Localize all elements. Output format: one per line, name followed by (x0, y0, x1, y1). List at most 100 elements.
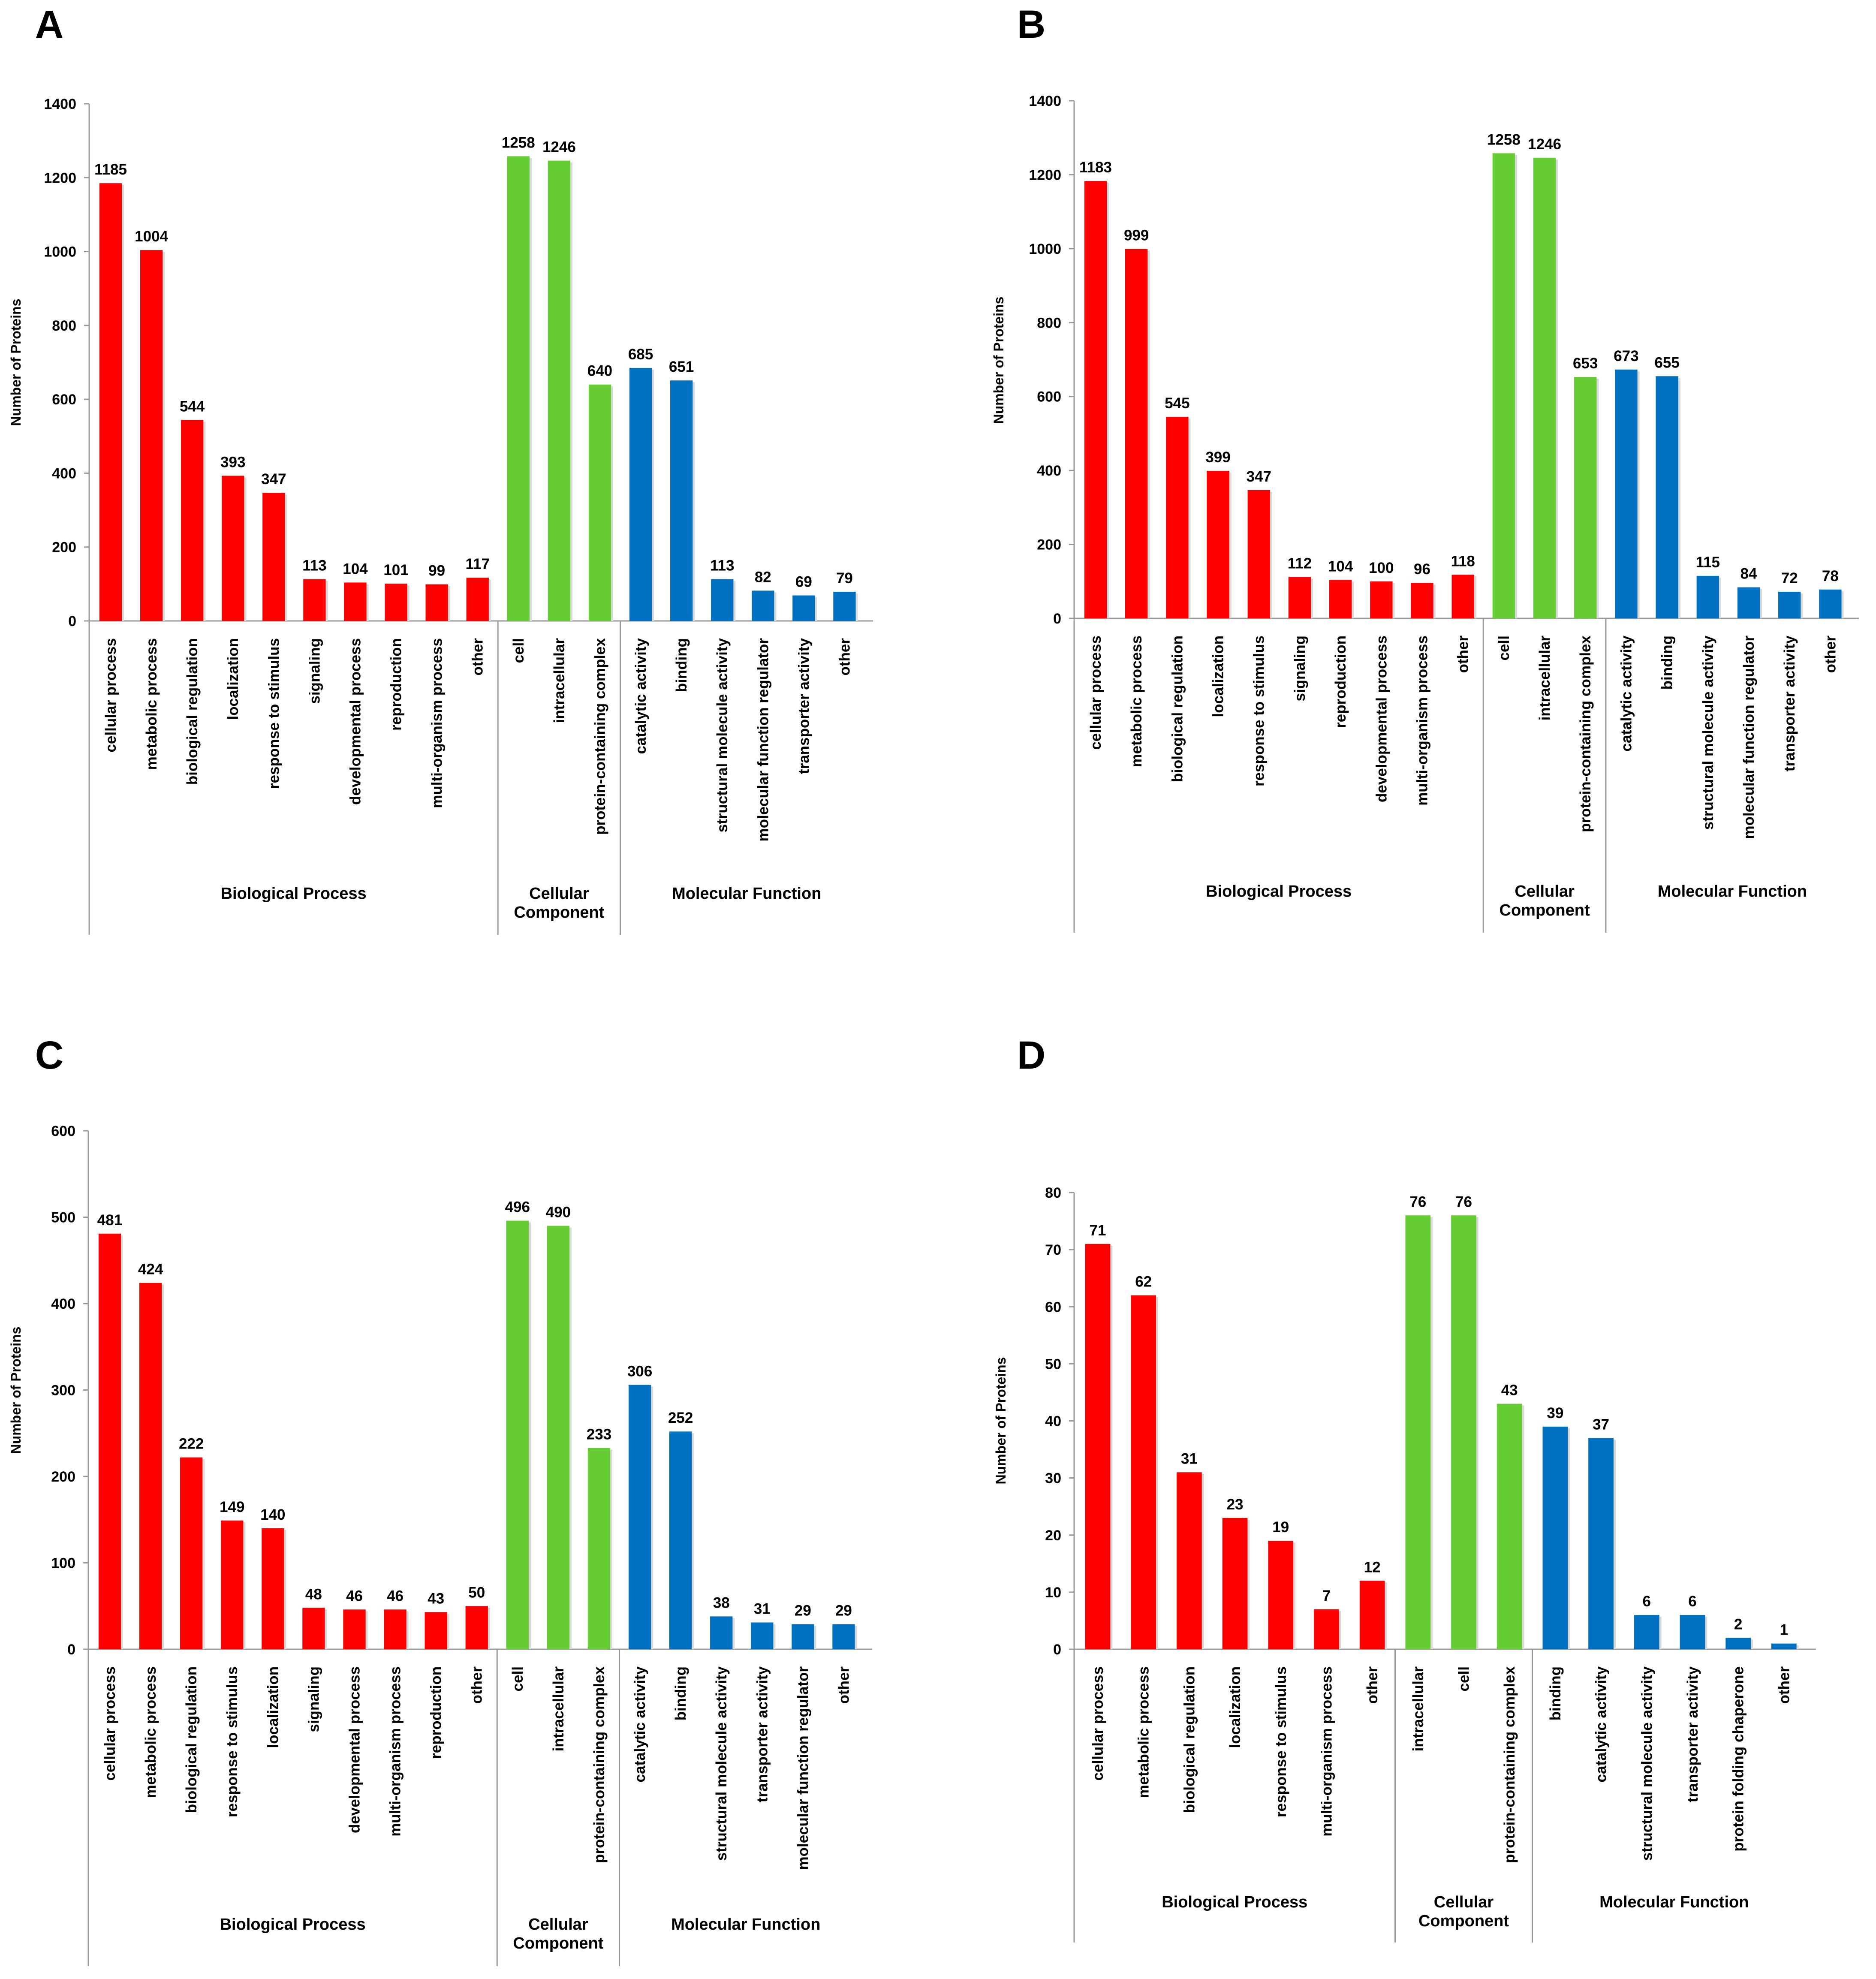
category-label: intracellular (1536, 636, 1553, 721)
y-tick-label: 80 (1045, 1185, 1061, 1201)
group-label: Cellular (529, 885, 589, 903)
data-label: 393 (220, 454, 245, 470)
data-label: 1183 (1079, 159, 1112, 176)
bar (1737, 587, 1760, 618)
bar (669, 1431, 692, 1649)
bar (1588, 1438, 1614, 1649)
data-label: 31 (754, 1601, 771, 1618)
bar (628, 1385, 651, 1649)
bar (1084, 181, 1107, 619)
chart-panel-a: A 0 200 400 600 800 1000 1200 1400 Number of Prot… (8, 3, 873, 935)
bar (1778, 591, 1801, 618)
category-label: catalytic activity (1593, 1666, 1610, 1782)
data-label: 2 (1734, 1616, 1742, 1633)
bar (1314, 1609, 1339, 1649)
category-label: structural molecule activity (714, 638, 731, 832)
category-label: protein-containing complex (592, 638, 608, 834)
y-tick-label: 0 (68, 613, 76, 630)
group-label: Cellular (528, 1916, 588, 1934)
data-label: 6 (1643, 1593, 1651, 1610)
y-tick-label: 1000 (1029, 241, 1061, 257)
group-label: Component (1500, 901, 1590, 919)
y-axis-title-b: Number of Proteins (991, 297, 1006, 424)
data-label: 50 (468, 1584, 485, 1601)
category-label: binding (1547, 1666, 1564, 1720)
data-label: 233 (587, 1426, 611, 1443)
y-tick-label: 20 (1045, 1527, 1061, 1544)
bar (1177, 1472, 1202, 1649)
bar (1222, 1518, 1248, 1649)
y-tick-label: 0 (67, 1642, 75, 1658)
y-axis-title-c: Number of Proteins (8, 1327, 24, 1454)
category-label: multi-organism process (1414, 636, 1430, 806)
data-label: 115 (1696, 554, 1720, 571)
data-label: 685 (628, 346, 653, 363)
category-label: other (1455, 636, 1472, 673)
category-label: catalytic activity (632, 1666, 648, 1782)
data-label: 347 (261, 471, 286, 488)
group-label: Biological Process (1206, 883, 1352, 901)
bar (1451, 1215, 1476, 1649)
data-label: 545 (1165, 395, 1189, 412)
category-label: cell (509, 1666, 526, 1691)
data-label: 19 (1272, 1519, 1289, 1536)
data-label: 1185 (94, 161, 127, 178)
category-label: signaling (305, 1666, 322, 1732)
y-tick-label: 100 (51, 1555, 75, 1572)
data-label: 496 (505, 1199, 530, 1216)
data-label: 999 (1124, 227, 1149, 244)
y-tick-label: 0 (1053, 1642, 1061, 1658)
y-tick-label: 200 (51, 1469, 75, 1485)
bar (262, 493, 285, 621)
data-label: 1258 (1487, 131, 1521, 148)
data-label: 43 (1501, 1382, 1518, 1399)
panel-letter-c: C (35, 1033, 63, 1077)
bar (507, 156, 530, 621)
category-label: cellular process (102, 1666, 118, 1781)
bar (1819, 589, 1842, 618)
category-label: catalytic activity (1618, 635, 1635, 751)
data-label: 12 (1364, 1559, 1381, 1575)
category-label: intracellular (1410, 1666, 1427, 1752)
bar (1542, 1426, 1568, 1649)
y-tick-label: 600 (52, 392, 76, 408)
bar (181, 420, 204, 621)
category-label: developmental process (347, 638, 364, 805)
group-label: Cellular (1515, 883, 1575, 901)
category-label: signaling (1292, 636, 1308, 702)
y-tick-label: 30 (1045, 1470, 1061, 1487)
category-label: localization (1210, 636, 1227, 717)
bar (832, 1624, 855, 1649)
data-label: 39 (1547, 1405, 1563, 1422)
category-label: response to stimulus (1273, 1666, 1289, 1817)
category-label: molecular function regulator (795, 1666, 811, 1870)
data-label: 104 (343, 560, 368, 577)
group-label: Molecular Function (671, 1916, 820, 1934)
bar (466, 578, 489, 621)
category-label: metabolic process (1135, 1666, 1152, 1798)
category-label: reproduction (428, 1666, 445, 1759)
bar (506, 1220, 529, 1649)
bar (180, 1457, 203, 1649)
bar (833, 591, 856, 621)
bar (1656, 376, 1678, 618)
category-label: catalytic activity (632, 638, 649, 754)
category-label: protein-containing complex (1577, 635, 1594, 832)
y-tick-label: 1400 (1029, 93, 1061, 109)
data-label: 1258 (502, 134, 535, 151)
data-label: 113 (302, 557, 326, 574)
data-label: 399 (1205, 449, 1230, 466)
panel-letter-b: B (1017, 3, 1045, 46)
bar (140, 250, 163, 621)
data-label: 1 (1780, 1622, 1788, 1639)
y-tick-label: 400 (1037, 463, 1061, 479)
data-label: 46 (387, 1587, 404, 1604)
y-tick-label: 40 (1045, 1413, 1061, 1430)
category-label: intracellular (550, 1666, 567, 1752)
data-label: 96 (1414, 561, 1430, 578)
category-label: binding (1659, 636, 1676, 690)
data-label: 1004 (135, 228, 168, 245)
bar (1696, 575, 1719, 618)
data-label: 76 (1455, 1193, 1472, 1210)
data-label: 104 (1328, 558, 1353, 575)
